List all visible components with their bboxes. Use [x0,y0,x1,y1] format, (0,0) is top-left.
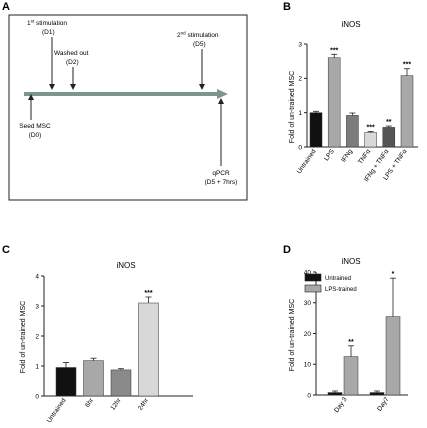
second-stim-label: 2nd stimulation [177,31,219,40]
legend-label-lps-trained: LPS-trained [325,287,357,293]
panel-d-bar-0-1 [343,356,359,396]
washout-arrow-head [70,84,76,90]
panel-b-ytick-label-3: 3 [298,41,302,48]
timeline-bar [24,92,218,96]
first-stim-arrow-head [49,84,55,90]
panel-d-bar-0-0 [327,392,343,396]
panel-b-bar-3 [364,132,377,148]
panel-c-bar-2 [110,369,132,397]
panel-d-ylabel: Fold of un-trained MSC [289,299,296,371]
panel-c-category-0: Untrained [46,397,68,424]
panel-b-bars: Untrained***LPS IFNg***TNFα**IFNg + TNFα*… [296,47,414,183]
seed-arrow-head [28,94,34,100]
panel-d-sig-0: ** [348,339,354,346]
panel-b-sig-5: *** [403,62,411,69]
panel-b: B iNOS Fold of un-trained MSC 0 1 2 3 Untra… [283,1,418,183]
panel-b-ytick-label-0: 0 [298,144,302,151]
panel-d-bar-1-1 [385,316,401,396]
panel-c-ytick-label-3: 3 [35,303,39,310]
panel-c-y-ticks: 0 1 2 3 4 [35,273,44,400]
panel-b-category-1: LPS [323,148,336,163]
panel-c-bar-3 [138,302,159,397]
panel-c-bar-0 [55,367,77,397]
panel-b-sig-3: *** [367,125,375,132]
panel-a-letter: A [2,1,10,13]
panel-c-bar-1 [83,360,104,397]
panel-d-y-ticks: 0 10 20 30 40 [304,269,316,399]
panel-d-ytick-label-1: 10 [304,362,312,369]
panel-c-sig-3: *** [144,290,152,297]
panel-c-ytick-label-0: 0 [35,393,39,400]
panel-b-category-0: Untrained [296,148,318,175]
panel-d-category-1: Day7 [376,396,391,413]
panel-b-ylabel: Fold of un-trained MSC [289,71,296,143]
panel-b-letter: B [283,1,291,13]
panel-b-ytick-label-2: 2 [298,76,302,83]
panel-c: C iNOS Fold of un-trained MSC 0 1 2 3 4 Untr… [2,244,193,424]
panel-c-category-1: 6hr [84,396,96,408]
washout-day: (D2) [66,59,79,66]
panel-b-title: iNOS [341,20,360,29]
panel-a-frame [8,14,248,201]
panel-c-ytick-label-2: 2 [35,333,39,340]
panel-c-title: iNOS [116,261,135,270]
qpcr-label: qPCR [212,170,230,177]
panel-d-title: iNOS [341,257,360,266]
panel-d-bar-1-0 [369,392,385,396]
panel-c-category-3: 24hr [137,396,151,411]
seed-label: Seed MSC [19,123,51,130]
first-stim-day: (D1) [42,29,55,36]
timeline-arrowhead [217,89,228,99]
panel-d-ytick-label-0: 0 [307,392,311,399]
panel-d-legend: Untrained LPS-trained [304,273,357,293]
washout-label: Washed out [54,50,89,57]
panel-b-category-3: TNFα [357,148,372,166]
panel-d-sig-1: * [392,271,395,278]
panel-d-ytick-label-4: 40 [304,269,312,276]
panel-c-category-2: 12hr [109,396,123,411]
panel-c-bars: Untrained 6hr 12hr *** 24hr [46,290,159,424]
qpcr-arrow-head [218,98,224,104]
legend-swatch-untrained [304,273,322,282]
panel-b-bar-1 [327,57,341,148]
panel-b-ytick-label-1: 1 [298,110,302,117]
panel-b-sig-4: ** [386,119,392,126]
panel-b-bar-0 [309,112,323,148]
qpcr-time: (D5 + 7hrs) [205,179,238,186]
panel-b-sig-1: *** [330,47,338,54]
legend-swatch-lps-trained [304,284,322,293]
panel-c-ylabel: Fold of un-trained MSC [20,301,27,373]
panel-b-category-2: IFNg [340,148,354,164]
panel-d-ytick-label-2: 20 [304,331,312,338]
panel-c-ytick-label-1: 1 [35,363,39,370]
second-stim-arrow-head [199,84,205,90]
panel-c-letter: C [2,244,10,256]
panel-d-category-0: Day 3 [333,396,349,414]
second-stim-day: (D5) [193,41,206,48]
panel-c-ytick-label-4: 4 [35,273,39,280]
panel-b-y-ticks: 0 1 2 3 [298,41,307,151]
panel-b-bar-5 [400,75,414,148]
seed-day: (D0) [29,132,42,139]
first-stim-label: 1st stimulation [27,19,67,28]
panel-d-letter: D [283,244,291,256]
panel-b-bar-4 [382,127,396,148]
legend-label-untrained: Untrained [325,276,351,282]
panel-a: A Seed MSC (D0) 1st stimulation (D1) Was… [2,1,248,201]
panel-b-bar-2 [346,115,359,148]
panel-d: D iNOS Fold of un-trained MSC 010203040 … [283,244,408,414]
panel-d-ytick-label-3: 30 [304,300,312,307]
